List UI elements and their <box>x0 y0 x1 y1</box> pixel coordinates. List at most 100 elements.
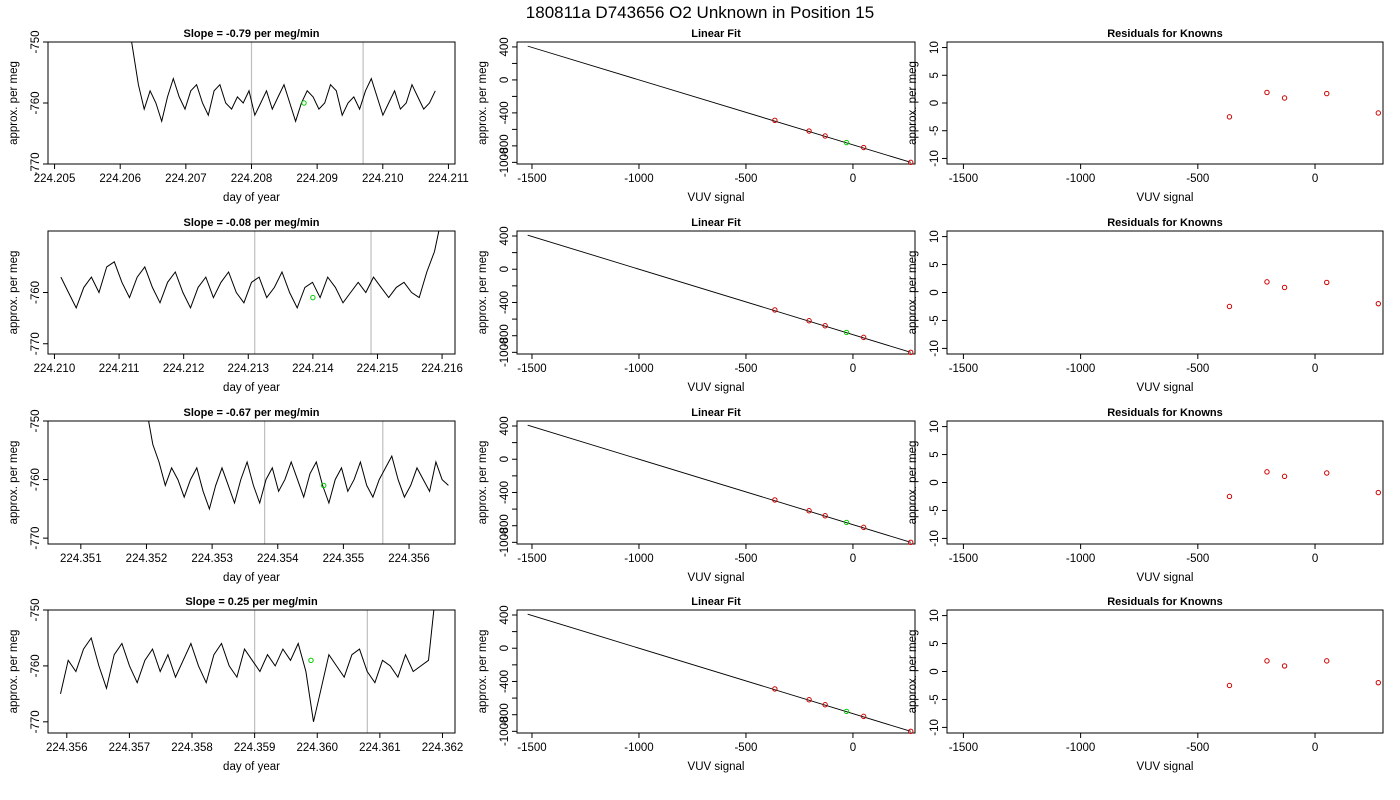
panel-row4-fit-known-point <box>908 728 914 735</box>
panel-row1-trace-y-tick-label: -750 <box>30 30 42 53</box>
panel-row3-fit-known-point <box>860 524 867 531</box>
panel-row3-residuals-title: Residuals for Knowns <box>1107 407 1223 419</box>
panel-row3-fit-y-axis-label: approx. per meg <box>477 441 489 525</box>
panel-row3-fit-known-point <box>806 508 812 514</box>
panel-row2-residuals-known-point <box>1264 279 1270 285</box>
panel-row1-trace-x-tick-label: 224.209 <box>296 173 338 185</box>
panel-row1-fit-title: Linear Fit <box>691 28 741 40</box>
panel-row3-residuals-y-axis-label: approx. per meg <box>907 441 919 525</box>
panel-row3-fit-plot-frame <box>516 420 916 545</box>
panel-row4-trace-x-axis-label: day of year <box>223 761 280 773</box>
panel-row4-residuals-x-tick-label: -1000 <box>1066 742 1095 754</box>
panel-row1-trace-unknown-point <box>301 100 307 106</box>
panel-row2-fit-known-point <box>908 349 914 356</box>
panel-row4-residuals-y-tick-label: -10 <box>929 719 941 736</box>
panel-row1-residuals-x-tick-label: 0 <box>1312 173 1318 185</box>
panel-row2-fit-fit-line <box>527 234 911 353</box>
panel-row1-residuals-known-point <box>1226 114 1233 120</box>
panel-row3-fit-y-tick-label: 400 <box>499 416 511 435</box>
panel-row2-trace-y-axis-label: approx. per meg <box>8 251 20 335</box>
panel-row1-trace-x-tick-label: 224.208 <box>231 173 273 185</box>
panel-row1-trace-y-tick-label: -760 <box>30 91 42 114</box>
panel-row2-residuals-x-tick-label: 0 <box>1312 363 1318 375</box>
panel-row4-trace-x-tick-label: 224.359 <box>234 742 276 754</box>
panel-row2-trace-unknown-point <box>310 294 316 301</box>
panel-row4-residuals-y-tick-label: 5 <box>929 640 941 646</box>
panel-row3-trace-x-tick-label: 224.355 <box>323 553 365 565</box>
panel-row1-residuals-y-tick-label: -10 <box>929 150 941 167</box>
panel-row4-residuals-title: Residuals for Knowns <box>1107 596 1223 608</box>
panel-row1-trace-x-axis-label: day of year <box>223 192 280 204</box>
panel-row1-trace-trace-line <box>131 42 436 124</box>
panel-row2-trace-trace-line <box>60 231 440 310</box>
panel-row1-fit-y-tick-label: 400 <box>499 37 511 56</box>
panel-row4-fit-x-tick-label: 0 <box>850 742 856 754</box>
panel-row4-fit-x-tick-label: -1000 <box>624 742 653 754</box>
panel-row4-trace-title: Slope = 0.25 per meg/min <box>185 596 318 608</box>
panel-row2-fit-y-tick-label: 400 <box>499 226 511 245</box>
panel-row3-trace-y-tick-label: -750 <box>30 409 42 432</box>
panel-row2-fit-title: Linear Fit <box>691 217 741 229</box>
panel-row4-trace-unknown-point <box>308 657 314 664</box>
panel-row1-residuals-y-tick-label: 5 <box>929 72 941 78</box>
panel-row4-residuals-y-tick-label: -5 <box>929 694 941 704</box>
panel-row1-fit-y-tick-label: -800 <box>499 134 511 157</box>
panel-row1-residuals-y-tick-label: 0 <box>929 100 941 106</box>
panel-row4-trace-y-tick-label: -760 <box>30 654 42 677</box>
panel-row2-fit-x-tick-label: 0 <box>850 363 856 375</box>
panel-row1-residuals-known-point <box>1264 89 1270 96</box>
panel-row4-trace-trace-line <box>60 610 435 722</box>
panel-row4-fit-unknown-point <box>843 708 850 715</box>
panel-row3-residuals-y-tick-label: 10 <box>929 420 941 433</box>
panel-row3-fit-known-point <box>772 497 778 503</box>
panel-row4-residuals-known-point <box>1324 658 1330 664</box>
panel-row1-fit-known-point <box>822 133 828 139</box>
panel-row3-fit-y-tick-label: 0 <box>499 456 511 462</box>
panel-row1-residuals-y-tick-label: 10 <box>929 41 941 54</box>
panel-row2-fit-y-axis-label: approx. per meg <box>477 251 489 335</box>
panel-row4-residuals-y-tick-label: 10 <box>929 609 941 622</box>
panel-row4-residuals-known-point <box>1375 679 1382 686</box>
panel-row3-trace-plot-frame <box>47 420 456 545</box>
panel-row2-residuals-y-tick-label: -10 <box>929 340 941 357</box>
panel-row4-residuals-x-tick-label: 0 <box>1312 742 1318 754</box>
panel-row1-trace-x-tick-label: 224.211 <box>428 173 469 185</box>
panel-row3-residuals-y-tick-label: -5 <box>929 505 941 515</box>
panel-row1-trace-y-tick-label: -770 <box>30 152 42 175</box>
panel-row1-fit-y-tick-label: 0 <box>499 77 511 83</box>
panel-row2-residuals-y-axis-label: approx. per meg <box>907 251 919 335</box>
panel-row1-fit-y-tick-label: -400 <box>499 101 511 124</box>
panel-row2-trace-x-axis-label: day of year <box>223 382 280 394</box>
panel-row3-trace-y-tick-label: -760 <box>30 468 42 491</box>
panel-row3-fit-x-tick-label: -1000 <box>624 553 653 565</box>
panel-row3-trace-unknown-point <box>321 482 327 489</box>
panel-row2-residuals-plot-frame <box>946 230 1384 355</box>
panel-row1-trace-x-tick-label: 224.206 <box>99 173 141 185</box>
panel-row4-fit-x-tick-label: -500 <box>734 742 757 754</box>
panel-row3-fit-x-axis-label: VUV signal <box>688 572 745 584</box>
panel-row3-residuals-x-tick-label: -1000 <box>1066 553 1095 565</box>
panel-row1-residuals-known-point <box>1375 110 1382 116</box>
panel-row1-residuals-known-point <box>1281 95 1288 101</box>
panel-row2-residuals-known-point <box>1375 300 1382 307</box>
panel-row1-fit-known-point <box>908 159 914 166</box>
panel-row3-trace-x-axis-label: day of year <box>223 572 280 584</box>
panel-row1-fit-y-axis-label: approx. per meg <box>477 61 489 145</box>
panel-row3-residuals-y-tick-label: -10 <box>929 530 941 547</box>
panel-row1-residuals-x-axis-label: VUV signal <box>1137 192 1194 204</box>
panel-row1-fit-x-tick-label: -500 <box>734 173 757 185</box>
panel-row1-trace-x-tick-label: 224.210 <box>362 173 404 185</box>
panel-row4-residuals-y-tick-label: 0 <box>929 668 941 674</box>
panel-row4-residuals-known-point <box>1226 682 1233 689</box>
panel-row1-residuals-plot-frame <box>946 41 1384 165</box>
panel-row1-residuals-y-axis-label: approx. per meg <box>907 61 919 145</box>
panel-row4-residuals-y-axis-label: approx. per meg <box>907 630 919 714</box>
panel-row4-trace-x-tick-label: 224.358 <box>171 742 213 754</box>
panel-row3-fit-title: Linear Fit <box>691 407 741 419</box>
panel-row4-fit-title: Linear Fit <box>691 596 741 608</box>
panel-row1-fit-y-tick-label: -1000 <box>499 148 511 177</box>
panel-row3-trace-x-tick-label: 224.353 <box>191 553 233 565</box>
panel-row2-fit-x-tick-label: -1000 <box>624 363 653 375</box>
panel-row3-residuals-known-point <box>1281 473 1288 480</box>
